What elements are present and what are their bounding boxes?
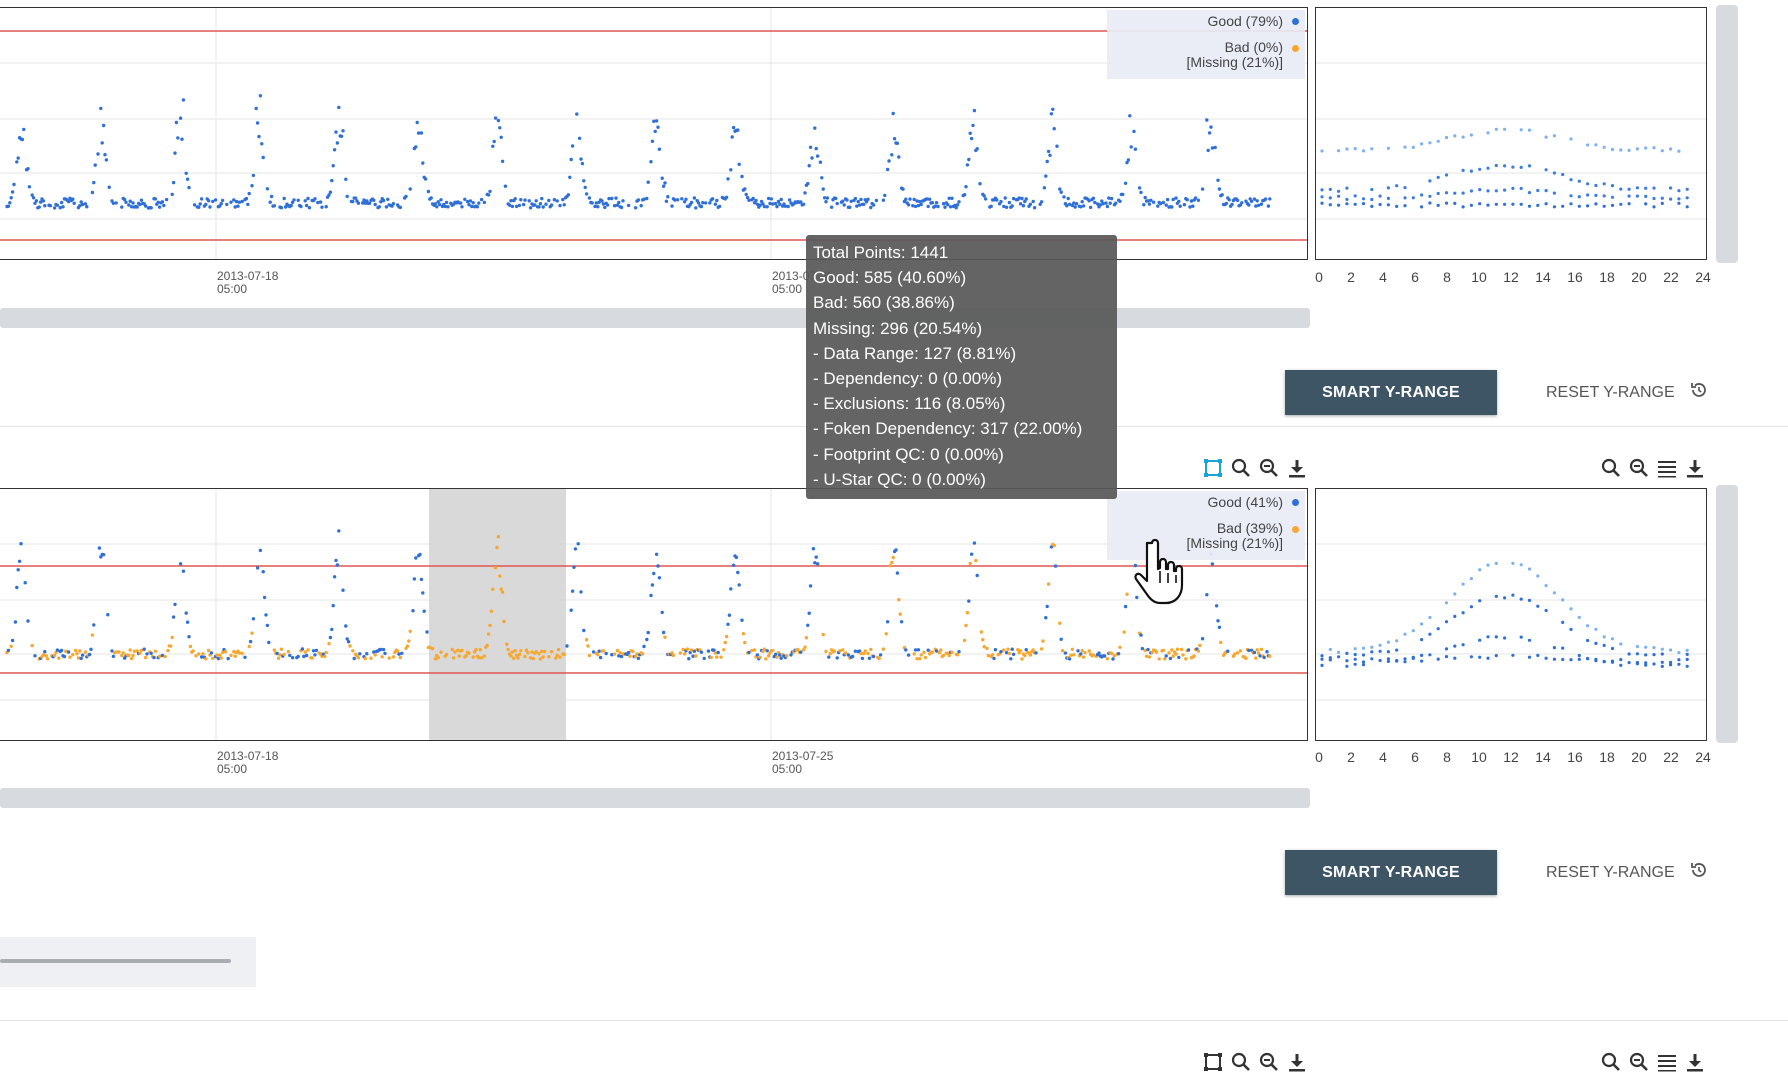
hour-tick-label: 0 — [1315, 749, 1323, 765]
legend-good[interactable]: Good (79%) — [1115, 14, 1299, 29]
hour-tick-label: 12 — [1503, 269, 1519, 285]
zoom-in-icon[interactable] — [1600, 457, 1622, 479]
zoom-out-icon[interactable] — [1258, 457, 1280, 479]
reset-icon — [1689, 860, 1709, 885]
tooltip-line: - Foken Dependency: 317 (22.00%) — [813, 419, 1083, 439]
box-zoom-icon[interactable] — [1202, 457, 1224, 479]
tooltip-line: Total Points: 1441 — [813, 243, 949, 262]
slider-panel — [0, 937, 256, 987]
x-tick-label: 2013-07-25 05:00 — [772, 749, 834, 776]
hour-tick-label: 16 — [1567, 269, 1583, 285]
vertical-scrollbar-top[interactable] — [1716, 5, 1738, 263]
vertical-scrollbar-bottom[interactable] — [1716, 485, 1738, 743]
tooltip-line: - Exclusions: 116 (8.05%) — [813, 394, 1006, 414]
hour-tick-label: 2 — [1347, 749, 1355, 765]
timeseries-plot-bottom[interactable] — [0, 488, 1308, 741]
legend-missing: [Missing (21%)] — [1186, 54, 1283, 70]
x-tick-label: 2013-07-18 05:00 — [217, 269, 279, 296]
tooltip-line: - Data Range: 127 (8.81%) — [813, 343, 1017, 363]
diurnal-points — [1320, 561, 1689, 668]
hour-tick-label: 18 — [1599, 269, 1615, 285]
timeline-scrollbar-bottom[interactable] — [0, 788, 1310, 808]
zoom-in-icon[interactable] — [1230, 457, 1252, 479]
hour-tick-label: 10 — [1471, 269, 1487, 285]
timeseries-plot-top[interactable] — [0, 7, 1308, 260]
legend-good[interactable]: Good (41%) — [1115, 495, 1299, 510]
tooltip-line: - Dependency: 0 (0.00%) — [813, 369, 1002, 389]
menu-icon[interactable] — [1656, 1051, 1678, 1073]
download-icon[interactable] — [1286, 457, 1308, 479]
hour-tick-label: 8 — [1443, 749, 1451, 765]
bad-dot-icon — [1292, 45, 1299, 52]
hour-tick-label: 4 — [1379, 749, 1387, 765]
reset-y-range-button[interactable]: RESET Y-RANGE — [1546, 850, 1709, 895]
x-tick-label: 2013-07-18 05:00 — [217, 749, 279, 776]
zoom-out-icon[interactable] — [1628, 457, 1650, 479]
diurnal-plot-top[interactable] — [1315, 7, 1707, 260]
hour-tick-label: 24 — [1695, 269, 1711, 285]
hour-tick-label: 20 — [1631, 269, 1647, 285]
hour-tick-label: 16 — [1567, 749, 1583, 765]
hour-tick-label: 12 — [1503, 749, 1519, 765]
hour-tick-label: 22 — [1663, 749, 1679, 765]
legend-missing: [Missing (21%)] — [1186, 535, 1283, 551]
hour-tick-label: 18 — [1599, 749, 1615, 765]
legend-top: Good (79%) Bad (0%) [Missing (21%)] — [1107, 10, 1305, 79]
tooltip-line: Good: 585 (40.60%) — [813, 268, 967, 288]
box-zoom-icon[interactable] — [1202, 1051, 1224, 1073]
good-dot-icon — [1292, 18, 1299, 25]
zoom-out-icon[interactable] — [1628, 1051, 1650, 1073]
menu-icon[interactable] — [1656, 457, 1678, 479]
bad-dot-icon — [1292, 526, 1299, 533]
legend-bad[interactable]: Bad (0%) — [1115, 40, 1299, 55]
data-points — [5, 94, 1272, 210]
legend-bad[interactable]: Bad (39%) — [1115, 521, 1299, 536]
diurnal-points — [1320, 127, 1689, 209]
tooltip-line: - Footprint QC: 0 (0.00%) — [813, 444, 1004, 464]
reset-icon — [1689, 380, 1709, 405]
hour-tick-label: 4 — [1379, 269, 1387, 285]
slider-track[interactable] — [0, 959, 231, 963]
tooltip-line: - U-Star QC: 0 (0.00%) — [813, 469, 986, 489]
zoom-in-icon[interactable] — [1230, 1051, 1252, 1073]
hour-tick-label: 14 — [1535, 749, 1551, 765]
diurnal-plot-bottom[interactable] — [1315, 488, 1707, 741]
tooltip-line: Missing: 296 (20.54%) — [813, 318, 983, 338]
zoom-out-icon[interactable] — [1258, 1051, 1280, 1073]
hour-tick-label: 20 — [1631, 749, 1647, 765]
download-icon[interactable] — [1684, 457, 1706, 479]
zoom-in-icon[interactable] — [1600, 1051, 1622, 1073]
hour-tick-label: 10 — [1471, 749, 1487, 765]
hour-tick-label: 0 — [1315, 269, 1323, 285]
smart-y-range-button[interactable]: SMART Y-RANGE — [1285, 370, 1497, 415]
stats-tooltip: Total Points: 1441 Good: 585 (40.60%) Ba… — [806, 235, 1117, 499]
hour-tick-label: 6 — [1411, 749, 1419, 765]
good-dot-icon — [1292, 499, 1299, 506]
data-points — [5, 529, 1272, 661]
hour-tick-label: 2 — [1347, 269, 1355, 285]
tooltip-line: Bad: 560 (38.86%) — [813, 293, 955, 313]
hour-tick-label: 14 — [1535, 269, 1551, 285]
download-icon[interactable] — [1684, 1051, 1706, 1073]
hour-tick-label: 6 — [1411, 269, 1419, 285]
hour-tick-label: 24 — [1695, 749, 1711, 765]
legend-bottom: Good (41%) Bad (39%) [Missing (21%)] — [1107, 491, 1305, 560]
hour-tick-label: 8 — [1443, 269, 1451, 285]
download-icon[interactable] — [1286, 1051, 1308, 1073]
smart-y-range-button[interactable]: SMART Y-RANGE — [1285, 850, 1497, 895]
hour-tick-label: 22 — [1663, 269, 1679, 285]
reset-y-range-button[interactable]: RESET Y-RANGE — [1546, 370, 1709, 415]
section-divider — [0, 1020, 1788, 1021]
hand-cursor-icon — [1130, 535, 1190, 615]
